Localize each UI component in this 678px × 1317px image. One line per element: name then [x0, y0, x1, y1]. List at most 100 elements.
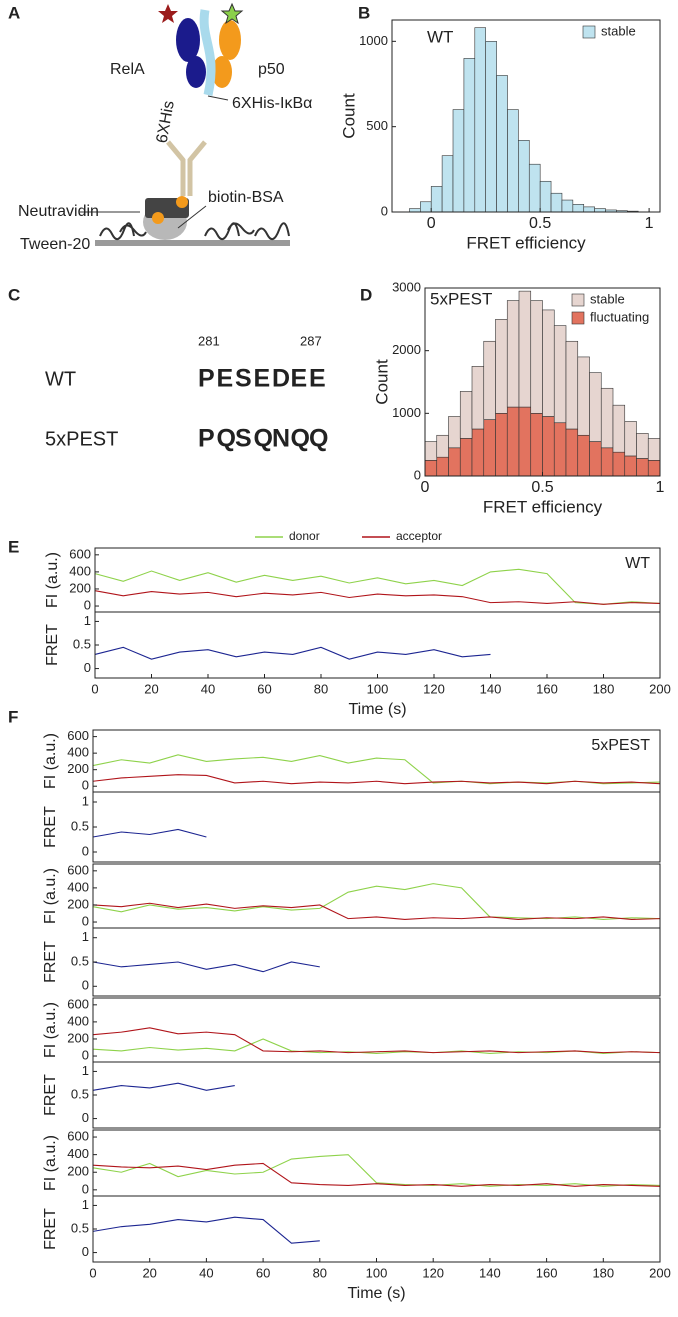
y-tick-label: 600 — [67, 728, 89, 743]
y-axis-label: FI (a.u.) — [44, 552, 61, 608]
bar — [528, 163, 541, 213]
x-tick-label: 20 — [144, 681, 158, 696]
residue: Q — [309, 425, 328, 453]
label: biotin-BSA — [208, 189, 284, 206]
y2-tick-label: 0.5 — [71, 818, 89, 833]
annotation: WT — [625, 555, 650, 572]
trace-line — [92, 902, 661, 921]
legend-swatch — [571, 293, 585, 307]
x-tick-label: 1 — [645, 215, 654, 232]
p50 — [212, 56, 232, 88]
x-tick-label: 0 — [421, 479, 430, 496]
y2-tick-label: 1 — [82, 1063, 89, 1078]
bar — [463, 58, 476, 213]
annotation: WT — [427, 27, 453, 46]
y-tick-label: 1000 — [392, 405, 421, 420]
biotin — [176, 196, 188, 208]
bar — [430, 186, 443, 213]
bar — [624, 421, 637, 457]
bar — [583, 206, 595, 213]
bar — [474, 27, 486, 213]
x-tick-label: 0.5 — [531, 479, 553, 496]
y2-tick-label: 1 — [82, 929, 89, 944]
y-axis-label: FI (a.u.) — [42, 868, 59, 924]
bar — [577, 356, 590, 436]
assay-diagram: RelA p50 6XHis-IκBα 6XHis Neutravidin bi… — [18, 2, 312, 253]
y-axis-label: Count — [339, 93, 358, 139]
residue-number: 281 — [198, 333, 220, 348]
bar — [518, 290, 532, 408]
y2-axis-label: FRET — [42, 1074, 59, 1116]
y2-tick-label: 0.5 — [71, 953, 89, 968]
y-axis-label: Count — [372, 359, 391, 405]
acceptor-dye — [158, 4, 178, 23]
trace-line — [92, 883, 661, 921]
x-tick-label: 100 — [366, 1265, 388, 1280]
bar — [496, 75, 508, 213]
y-tick-label: 200 — [69, 580, 91, 595]
bar — [424, 441, 438, 461]
x-axis-label: Time (s) — [348, 701, 406, 718]
plot-frame — [92, 1061, 661, 1129]
label: Tween-20 — [20, 236, 90, 253]
bar — [506, 300, 520, 408]
residue: S — [235, 365, 252, 393]
x-axis-label: FRET efficiency — [483, 497, 603, 516]
legend-label: fluctuating — [590, 309, 649, 324]
y-tick-label: 0 — [414, 467, 421, 482]
panel-label: F — [8, 707, 18, 726]
bar — [530, 300, 543, 414]
bar — [448, 416, 461, 449]
legend-swatch — [571, 311, 585, 325]
y-tick-label: 0 — [381, 203, 388, 218]
bar — [485, 41, 497, 213]
bar — [565, 340, 579, 430]
y-tick-label: 400 — [67, 1013, 89, 1028]
trace-line — [92, 828, 207, 838]
plot-frame — [391, 19, 661, 213]
x-tick-label: 140 — [479, 1265, 501, 1280]
panel-label: D — [360, 285, 372, 304]
residue: Q — [291, 425, 310, 453]
residue-number: 287 — [300, 333, 322, 348]
x-tick-label: 120 — [422, 1265, 444, 1280]
leader — [207, 95, 229, 101]
y2-tick-label: 0.5 — [71, 1086, 89, 1101]
y-tick-label: 400 — [69, 563, 91, 578]
residue: P — [198, 425, 215, 453]
bar — [550, 192, 563, 213]
y-axis-label: FI (a.u.) — [42, 1002, 59, 1058]
rela — [176, 18, 200, 62]
annotation: 5xPEST — [430, 289, 492, 308]
legend-label: donor — [289, 529, 320, 543]
bar — [436, 434, 449, 458]
bar — [561, 199, 574, 213]
antibody — [166, 140, 207, 196]
y2-axis-label: FRET — [42, 941, 59, 983]
panel-label: A — [8, 3, 20, 22]
legend-label: stable — [590, 291, 625, 306]
bar — [600, 387, 614, 449]
x-tick-label: 40 — [199, 1265, 213, 1280]
bar — [542, 309, 555, 417]
trace-line — [92, 1216, 320, 1244]
y-tick-label: 0 — [84, 597, 91, 612]
x-tick-label: 1 — [656, 479, 665, 496]
x-tick-label: 200 — [649, 1265, 671, 1280]
trace-line — [94, 590, 661, 605]
y-tick-label: 600 — [67, 1128, 89, 1143]
trace-line — [92, 961, 320, 973]
y-tick-label: 500 — [366, 118, 388, 133]
sequence-name: WT — [45, 368, 76, 390]
y2-tick-label: 0.5 — [71, 1220, 89, 1235]
residue: P — [198, 365, 215, 393]
x-tick-label: 100 — [367, 681, 389, 696]
bar — [565, 428, 579, 477]
bar — [647, 438, 661, 461]
bar — [589, 441, 602, 477]
residue: D — [272, 365, 290, 393]
trace-line — [94, 646, 491, 660]
bar — [459, 391, 473, 439]
x-tick-label: 200 — [649, 681, 671, 696]
bar — [553, 325, 567, 424]
